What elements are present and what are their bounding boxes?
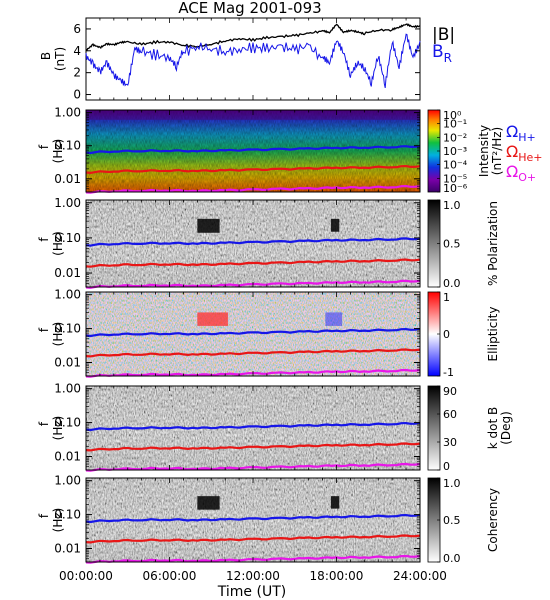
y-axis-label: f — [37, 237, 51, 242]
colorbar-label: Ellipticity — [486, 307, 500, 362]
wave-event-patch — [197, 496, 220, 510]
y-tick-label: 0.01 — [54, 172, 81, 186]
ellipticity-positive-patch — [197, 312, 228, 326]
ellipticity-negative-patch — [325, 312, 343, 326]
y-axis-label: f — [37, 144, 51, 149]
wave-event-patch — [330, 218, 340, 232]
colorbar-tick-label: 0.0 — [443, 552, 461, 565]
colorbar-unit: (nT²/Hz) — [490, 127, 504, 175]
y-tick-label: 4 — [73, 44, 81, 58]
y-tick-label: 0.10 — [54, 322, 81, 336]
colorbar-tick-label: 10⁻³ — [443, 145, 467, 158]
y-tick-label: 0.10 — [54, 416, 81, 430]
colorbar — [427, 385, 441, 471]
y-axis-unit: (Hz) — [51, 322, 65, 347]
colorbar-unit: (Deg) — [499, 411, 513, 445]
legend-gyrofrequency-h-plus: ΩH+ — [506, 122, 536, 144]
colorbar-label: k dot B — [486, 407, 500, 449]
colorbar-tick-label: 10⁻⁵ — [443, 172, 467, 185]
chart-title: ACE Mag 2001-093 — [178, 0, 321, 17]
y-tick-label: 1.00 — [54, 106, 81, 120]
colorbar-tick-label: 1.0 — [443, 199, 461, 212]
gyrofrequency-line-he-plus — [85, 348, 421, 358]
gyrofrequency-line-h-plus — [85, 237, 421, 247]
x-tick-label: 06:00:00 — [143, 569, 197, 583]
colorbar-tick-label: 0.5 — [443, 514, 461, 527]
y-tick-label: 1.00 — [54, 288, 81, 302]
colorbar-tick-label: 10⁻² — [443, 131, 467, 144]
legend-gyrofrequency-o-plus: ΩO+ — [506, 162, 536, 184]
colorbar-tick-label: 30 — [443, 436, 457, 449]
x-axis-label: Time (UT) — [217, 584, 286, 600]
colorbar-tick-label: 60 — [443, 408, 457, 421]
y-tick-label: 1.00 — [54, 474, 81, 488]
colorbar-label: % Polarization — [486, 201, 500, 286]
y-tick-label: 1.00 — [54, 196, 81, 210]
series-line-b-r — [85, 33, 421, 89]
colorbar-tick-label: 0 — [443, 460, 450, 473]
legend-b-r: BR — [432, 42, 452, 65]
colorbar-tick-label: 10⁰ — [443, 109, 462, 122]
colorbar-tick-label: 1 — [443, 291, 450, 304]
y-axis-label: f — [37, 327, 51, 332]
y-tick-label: 0.01 — [54, 450, 81, 464]
colorbar-label: Coherency — [486, 488, 500, 552]
wave-event-patch — [330, 496, 340, 509]
y-tick-label: 0.01 — [54, 266, 81, 280]
legend-gyrofrequency-he-plus: ΩHe+ — [506, 142, 543, 164]
y-axis-unit: (Hz) — [51, 139, 65, 164]
colorbar-tick-label: 10⁻¹ — [443, 118, 467, 131]
y-tick-label: 0.01 — [54, 542, 81, 556]
y-axis-unit: (Hz) — [51, 508, 65, 533]
colorbar-tick-label: 1.0 — [443, 477, 461, 490]
y-axis-label: B — [39, 52, 53, 60]
gyrofrequency-line-h-plus — [85, 327, 421, 338]
x-tick-label: 18:00:00 — [310, 569, 364, 583]
legend-b-magnitude: |B| — [432, 25, 455, 45]
colorbar-tick-label: 0.0 — [443, 277, 461, 290]
y-axis-unit: (nT) — [53, 47, 67, 71]
gyrofrequency-line-he-plus — [85, 164, 421, 175]
y-tick-label: 0.10 — [54, 508, 81, 522]
gyrofrequency-line-he-plus — [85, 258, 421, 268]
colorbar-tick-label: 10⁻⁴ — [443, 159, 468, 172]
b-panel-frame — [85, 17, 421, 101]
y-tick-label: 0.10 — [54, 139, 81, 153]
y-tick-label: 0 — [73, 88, 81, 102]
y-tick-label: 1.00 — [54, 382, 81, 396]
y-tick-label: 0.10 — [54, 231, 81, 245]
y-axis-unit: (Hz) — [51, 416, 65, 441]
y-tick-label: 6 — [73, 22, 81, 36]
gyrofrequency-line-h-plus — [85, 513, 421, 524]
x-tick-label: 24:00:00 — [393, 569, 447, 583]
colorbar-tick-label: 0.5 — [443, 238, 461, 251]
y-axis-label: f — [37, 421, 51, 426]
wave-event-patch — [197, 218, 220, 233]
y-tick-label: 2 — [73, 66, 81, 80]
gyrofrequency-line-h-plus — [85, 145, 421, 155]
y-axis-unit: (Hz) — [51, 231, 65, 256]
gyrofrequency-line-h-plus — [85, 421, 421, 432]
x-tick-label: 00:00:00 — [59, 569, 113, 583]
colorbar-tick-label: 10⁻⁶ — [443, 182, 468, 195]
series-line-b-magnitude — [85, 23, 421, 52]
y-axis-label: f — [37, 513, 51, 518]
colorbar-tick-label: -1 — [443, 366, 454, 379]
y-tick-label: 0.01 — [54, 356, 81, 370]
x-tick-label: 12:00:00 — [226, 569, 280, 583]
colorbar-label: Intensity — [477, 125, 491, 177]
colorbar-tick-label: 0 — [443, 328, 450, 341]
gyrofrequency-line-he-plus — [85, 442, 421, 452]
colorbar-tick-label: 90 — [443, 385, 457, 398]
gyrofrequency-line-he-plus — [85, 534, 421, 544]
